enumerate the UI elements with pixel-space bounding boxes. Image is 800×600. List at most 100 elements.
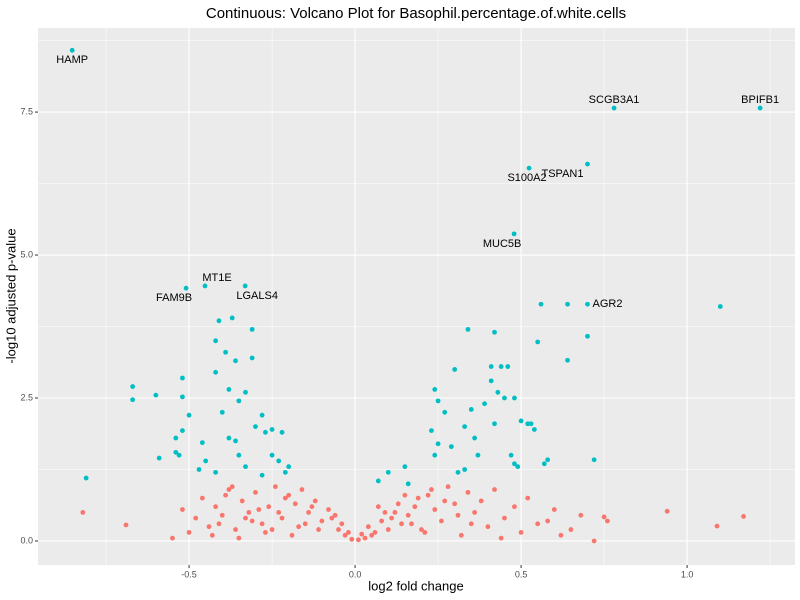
point (326, 507, 331, 512)
point (531, 427, 537, 432)
point (664, 508, 670, 514)
point (492, 329, 497, 335)
point (475, 452, 481, 458)
point (249, 326, 255, 332)
point (445, 484, 451, 490)
point (186, 530, 192, 535)
point (233, 438, 238, 444)
point (389, 515, 394, 521)
point (611, 105, 617, 111)
point (319, 518, 325, 524)
point (362, 535, 368, 541)
point (286, 464, 292, 470)
point (435, 441, 441, 447)
y-tick-label: 0.0 (20, 535, 33, 545)
point (243, 389, 248, 395)
point (492, 421, 497, 427)
point (83, 475, 89, 481)
point (429, 487, 434, 492)
point (236, 535, 242, 541)
point (382, 509, 388, 515)
point (339, 521, 345, 527)
point (601, 514, 607, 520)
point (226, 435, 232, 441)
point (375, 478, 381, 484)
point (316, 527, 321, 532)
point (236, 398, 242, 404)
point (432, 452, 438, 458)
point (399, 521, 404, 527)
point (170, 535, 175, 541)
point (551, 507, 557, 512)
point (289, 532, 295, 538)
point (282, 469, 288, 475)
point (492, 487, 497, 492)
point (545, 518, 551, 524)
point (219, 512, 225, 518)
point (578, 512, 584, 518)
point (173, 449, 179, 455)
point (526, 165, 532, 171)
point (385, 469, 391, 475)
point (233, 358, 238, 364)
point (452, 501, 458, 507)
point (535, 521, 541, 527)
point (405, 481, 411, 487)
point (180, 394, 185, 400)
y-tick-label: 5.0 (20, 249, 33, 259)
point (528, 421, 534, 427)
point (415, 495, 421, 501)
point (439, 518, 444, 524)
point (266, 504, 272, 510)
point (259, 412, 265, 418)
point (714, 523, 720, 529)
point (216, 318, 222, 324)
point (359, 531, 365, 537)
point (365, 524, 371, 530)
point (585, 301, 590, 307)
point (565, 357, 570, 363)
point (525, 495, 531, 501)
point (130, 384, 136, 389)
x-tick-label: -0.5 (181, 569, 197, 579)
point (498, 535, 504, 541)
point (402, 492, 408, 498)
point (462, 424, 468, 430)
point (419, 527, 424, 532)
point (455, 469, 461, 475)
point (468, 521, 474, 527)
point (432, 507, 438, 512)
point-label: SCGB3A1 (589, 94, 640, 106)
point (741, 513, 746, 519)
point (302, 521, 308, 527)
point (272, 484, 278, 490)
point (263, 429, 268, 435)
point (349, 536, 355, 542)
point (213, 369, 219, 375)
point (282, 495, 288, 501)
point (233, 527, 238, 532)
point (495, 389, 501, 395)
point (465, 326, 471, 332)
point-label: MUC5B (483, 238, 522, 250)
point (180, 507, 185, 512)
point (585, 161, 590, 167)
point (203, 458, 209, 464)
point (452, 367, 458, 372)
point (156, 455, 162, 461)
point (223, 492, 228, 498)
point (269, 527, 275, 532)
point (435, 398, 441, 404)
point (180, 428, 185, 434)
point (518, 530, 524, 535)
point (429, 428, 434, 434)
point (757, 105, 763, 111)
x-axis-title: log2 fold change (368, 578, 463, 593)
point (246, 509, 252, 515)
point (465, 489, 471, 495)
point (518, 418, 524, 424)
point-label: MT1E (202, 272, 231, 284)
point (206, 524, 212, 530)
point (402, 464, 408, 470)
